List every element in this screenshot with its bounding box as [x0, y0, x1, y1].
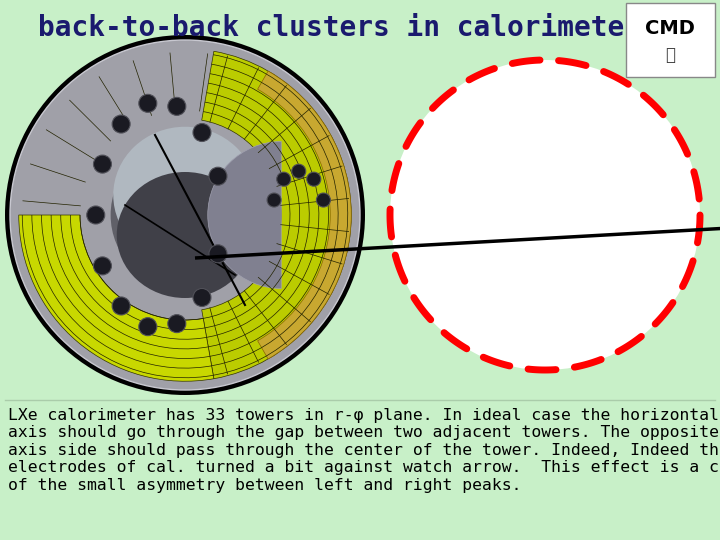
Ellipse shape — [117, 172, 253, 298]
Ellipse shape — [193, 288, 211, 307]
Text: ⬛: ⬛ — [665, 46, 675, 64]
Wedge shape — [258, 71, 351, 359]
Ellipse shape — [113, 127, 257, 263]
Ellipse shape — [267, 193, 281, 207]
FancyBboxPatch shape — [626, 3, 715, 77]
Wedge shape — [202, 51, 351, 379]
Ellipse shape — [193, 124, 211, 141]
Ellipse shape — [276, 172, 291, 186]
Ellipse shape — [10, 40, 360, 390]
Text: LXe calorimeter has 33 towers in r-φ plane. In ideal case the horizontal
axis sh: LXe calorimeter has 33 towers in r-φ pla… — [8, 408, 720, 492]
Ellipse shape — [316, 193, 330, 207]
Ellipse shape — [112, 297, 130, 315]
Ellipse shape — [209, 167, 227, 185]
Wedge shape — [19, 215, 214, 381]
Ellipse shape — [307, 172, 321, 186]
Ellipse shape — [209, 245, 227, 263]
Text: back-to-back clusters in calorimeter: back-to-back clusters in calorimeter — [38, 14, 642, 42]
Ellipse shape — [111, 140, 259, 289]
Ellipse shape — [94, 155, 112, 173]
Wedge shape — [208, 141, 282, 288]
Circle shape — [390, 60, 700, 370]
Ellipse shape — [139, 94, 157, 112]
Ellipse shape — [86, 206, 104, 224]
Ellipse shape — [94, 257, 112, 275]
Ellipse shape — [168, 97, 186, 116]
Ellipse shape — [168, 315, 186, 333]
Ellipse shape — [139, 318, 157, 336]
Ellipse shape — [112, 115, 130, 133]
Text: CMD: CMD — [645, 18, 695, 37]
Ellipse shape — [5, 35, 365, 395]
Ellipse shape — [292, 164, 306, 178]
